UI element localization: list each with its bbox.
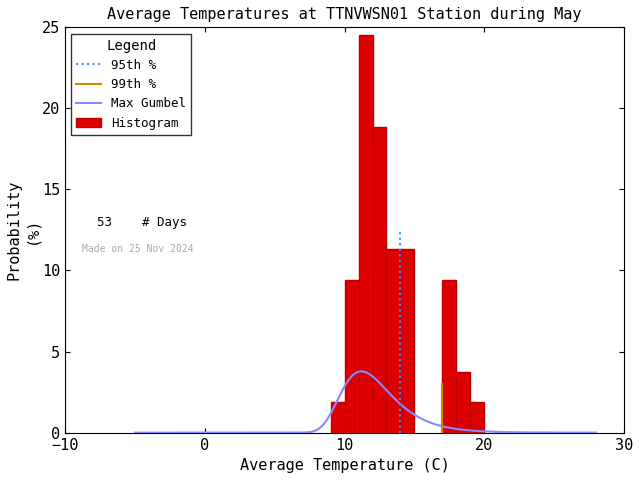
Text: Made on 25 Nov 2024: Made on 25 Nov 2024 (82, 244, 194, 254)
Bar (456, 372, 470, 432)
Bar (470, 402, 484, 432)
Legend: 95th %, 99th %, Max Gumbel, Histogram: 95th %, 99th %, Max Gumbel, Histogram (72, 34, 191, 134)
Bar (372, 127, 387, 432)
Title: Average Temperatures at TTNVWSN01 Station during May: Average Temperatures at TTNVWSN01 Statio… (108, 7, 582, 22)
Bar (344, 280, 358, 432)
Bar (387, 249, 401, 432)
Bar (358, 35, 372, 432)
Bar (401, 249, 415, 432)
Y-axis label: Probability
(%): Probability (%) (7, 180, 39, 280)
Bar (442, 280, 456, 432)
Text: 53    # Days: 53 # Days (82, 216, 187, 229)
X-axis label: Average Temperature (C): Average Temperature (C) (239, 458, 449, 473)
Bar (331, 402, 344, 432)
